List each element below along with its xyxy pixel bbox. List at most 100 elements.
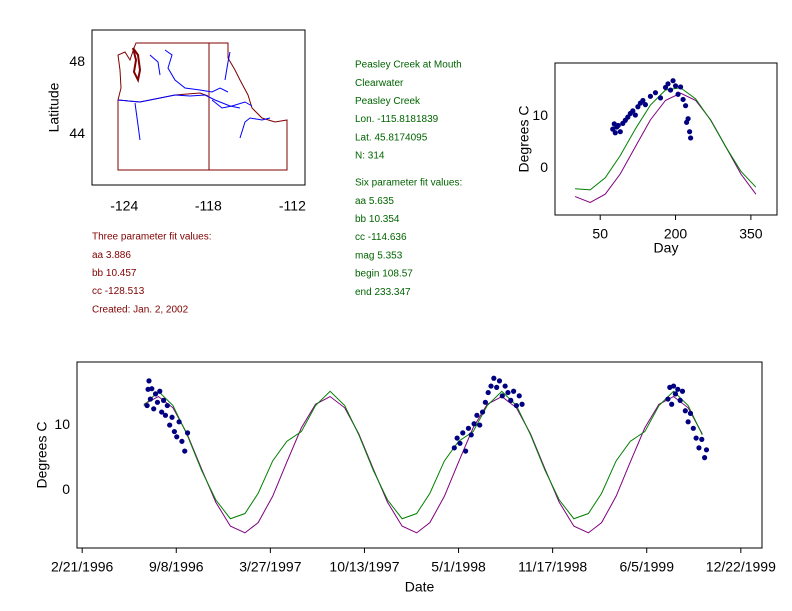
data-point xyxy=(703,447,710,453)
data-point xyxy=(167,422,173,428)
data-point xyxy=(451,445,457,451)
data-point xyxy=(510,388,517,394)
plot-frame xyxy=(91,29,306,186)
data-point xyxy=(702,455,708,461)
data-point xyxy=(630,108,636,114)
info-line: Lon. -115.8181839 xyxy=(355,114,439,125)
info-line: end 233.347 xyxy=(355,287,411,298)
info-line: aa 3.886 xyxy=(92,250,131,261)
river xyxy=(224,51,231,81)
river xyxy=(117,94,241,109)
x-tick-label: -118 xyxy=(195,198,222,214)
data-point xyxy=(468,432,474,438)
info-line: Three parameter fit values: xyxy=(92,232,212,243)
data-point xyxy=(670,383,677,389)
y-axis-label: Degrees C xyxy=(34,422,50,489)
info-line: Six parameter fit values: xyxy=(355,178,462,189)
river xyxy=(149,54,161,76)
y-axis-label: Latitude xyxy=(46,82,62,132)
data-point xyxy=(699,436,705,442)
data-point xyxy=(669,401,675,407)
info-line: Created: Jan. 2, 2002 xyxy=(92,304,189,315)
fit-line xyxy=(143,390,703,520)
x-tick-label: 5/1/1998 xyxy=(431,559,486,575)
data-point xyxy=(151,406,157,412)
info-line: Peasley Creek xyxy=(355,96,421,107)
data-point xyxy=(182,448,188,454)
data-point xyxy=(496,378,503,384)
data-point xyxy=(516,393,522,399)
info-line: Lat. 45.8174095 xyxy=(355,132,428,143)
data-point xyxy=(635,104,641,110)
data-point xyxy=(688,135,694,141)
data-point xyxy=(617,129,623,135)
x-tick-label: 50 xyxy=(592,226,608,242)
data-point xyxy=(502,383,508,389)
data-point xyxy=(482,399,488,405)
data-point xyxy=(662,84,669,91)
river xyxy=(164,49,229,93)
y-tick-label: 10 xyxy=(54,416,70,432)
data-point xyxy=(625,114,631,120)
plot-frame xyxy=(554,62,778,216)
map-geography xyxy=(117,42,288,171)
data-point xyxy=(477,422,483,428)
data-point xyxy=(519,401,525,407)
data-point xyxy=(687,410,694,416)
data-point xyxy=(465,425,472,431)
y-tick-label: 10 xyxy=(532,107,548,123)
data-point xyxy=(687,129,693,135)
info-line: Clearwater xyxy=(355,78,404,89)
data-point xyxy=(174,434,180,440)
data-point xyxy=(513,402,520,409)
x-tick-label: -124 xyxy=(110,198,138,214)
x-tick-label: 12/22/1999 xyxy=(706,559,776,575)
data-point xyxy=(152,391,159,397)
data-point xyxy=(157,388,163,394)
data-point xyxy=(665,81,671,87)
data-point xyxy=(176,419,182,425)
x-tick-label: -112 xyxy=(279,198,306,214)
info-line: cc -128.513 xyxy=(92,286,145,297)
data-point xyxy=(696,445,702,451)
data-point xyxy=(642,102,649,108)
data-point xyxy=(675,91,681,97)
x-tick-label: 9/8/1996 xyxy=(149,559,204,575)
info-line: aa 5.635 xyxy=(355,196,394,207)
data-point xyxy=(457,440,463,446)
data-point xyxy=(164,402,170,409)
data-point xyxy=(169,414,175,420)
data-point xyxy=(685,419,691,425)
data-point xyxy=(160,397,167,403)
data-point xyxy=(680,96,686,103)
data-point xyxy=(171,428,177,435)
info-line: begin 108.57 xyxy=(355,269,413,280)
info-line: bb 10.457 xyxy=(92,268,137,279)
data-point xyxy=(610,126,616,132)
data-point xyxy=(488,383,494,389)
info-line: N: 314 xyxy=(355,151,385,162)
river xyxy=(134,102,141,141)
data-point xyxy=(652,90,659,96)
plot-frame xyxy=(76,361,763,549)
x-tick-label: 6/5/1999 xyxy=(619,559,674,575)
x-tick-label: 3/27/1997 xyxy=(239,559,301,575)
info-line: Peasley Creek at Mouth xyxy=(355,60,462,71)
data-point xyxy=(647,93,654,99)
x-tick-label: 200 xyxy=(664,226,688,242)
data-point xyxy=(657,95,664,101)
y-axis-label: Degrees C xyxy=(516,106,532,173)
data-point xyxy=(491,375,497,381)
data-point xyxy=(672,391,679,397)
data-point xyxy=(179,438,185,444)
fit-line xyxy=(143,395,703,534)
data-point xyxy=(612,130,618,136)
data-point xyxy=(159,409,165,415)
data-point xyxy=(672,83,679,89)
x-tick-label: 350 xyxy=(739,226,763,242)
data-point xyxy=(693,435,699,441)
data-point xyxy=(632,112,638,118)
x-axis-label: Day xyxy=(654,240,679,256)
data-point xyxy=(679,388,686,394)
